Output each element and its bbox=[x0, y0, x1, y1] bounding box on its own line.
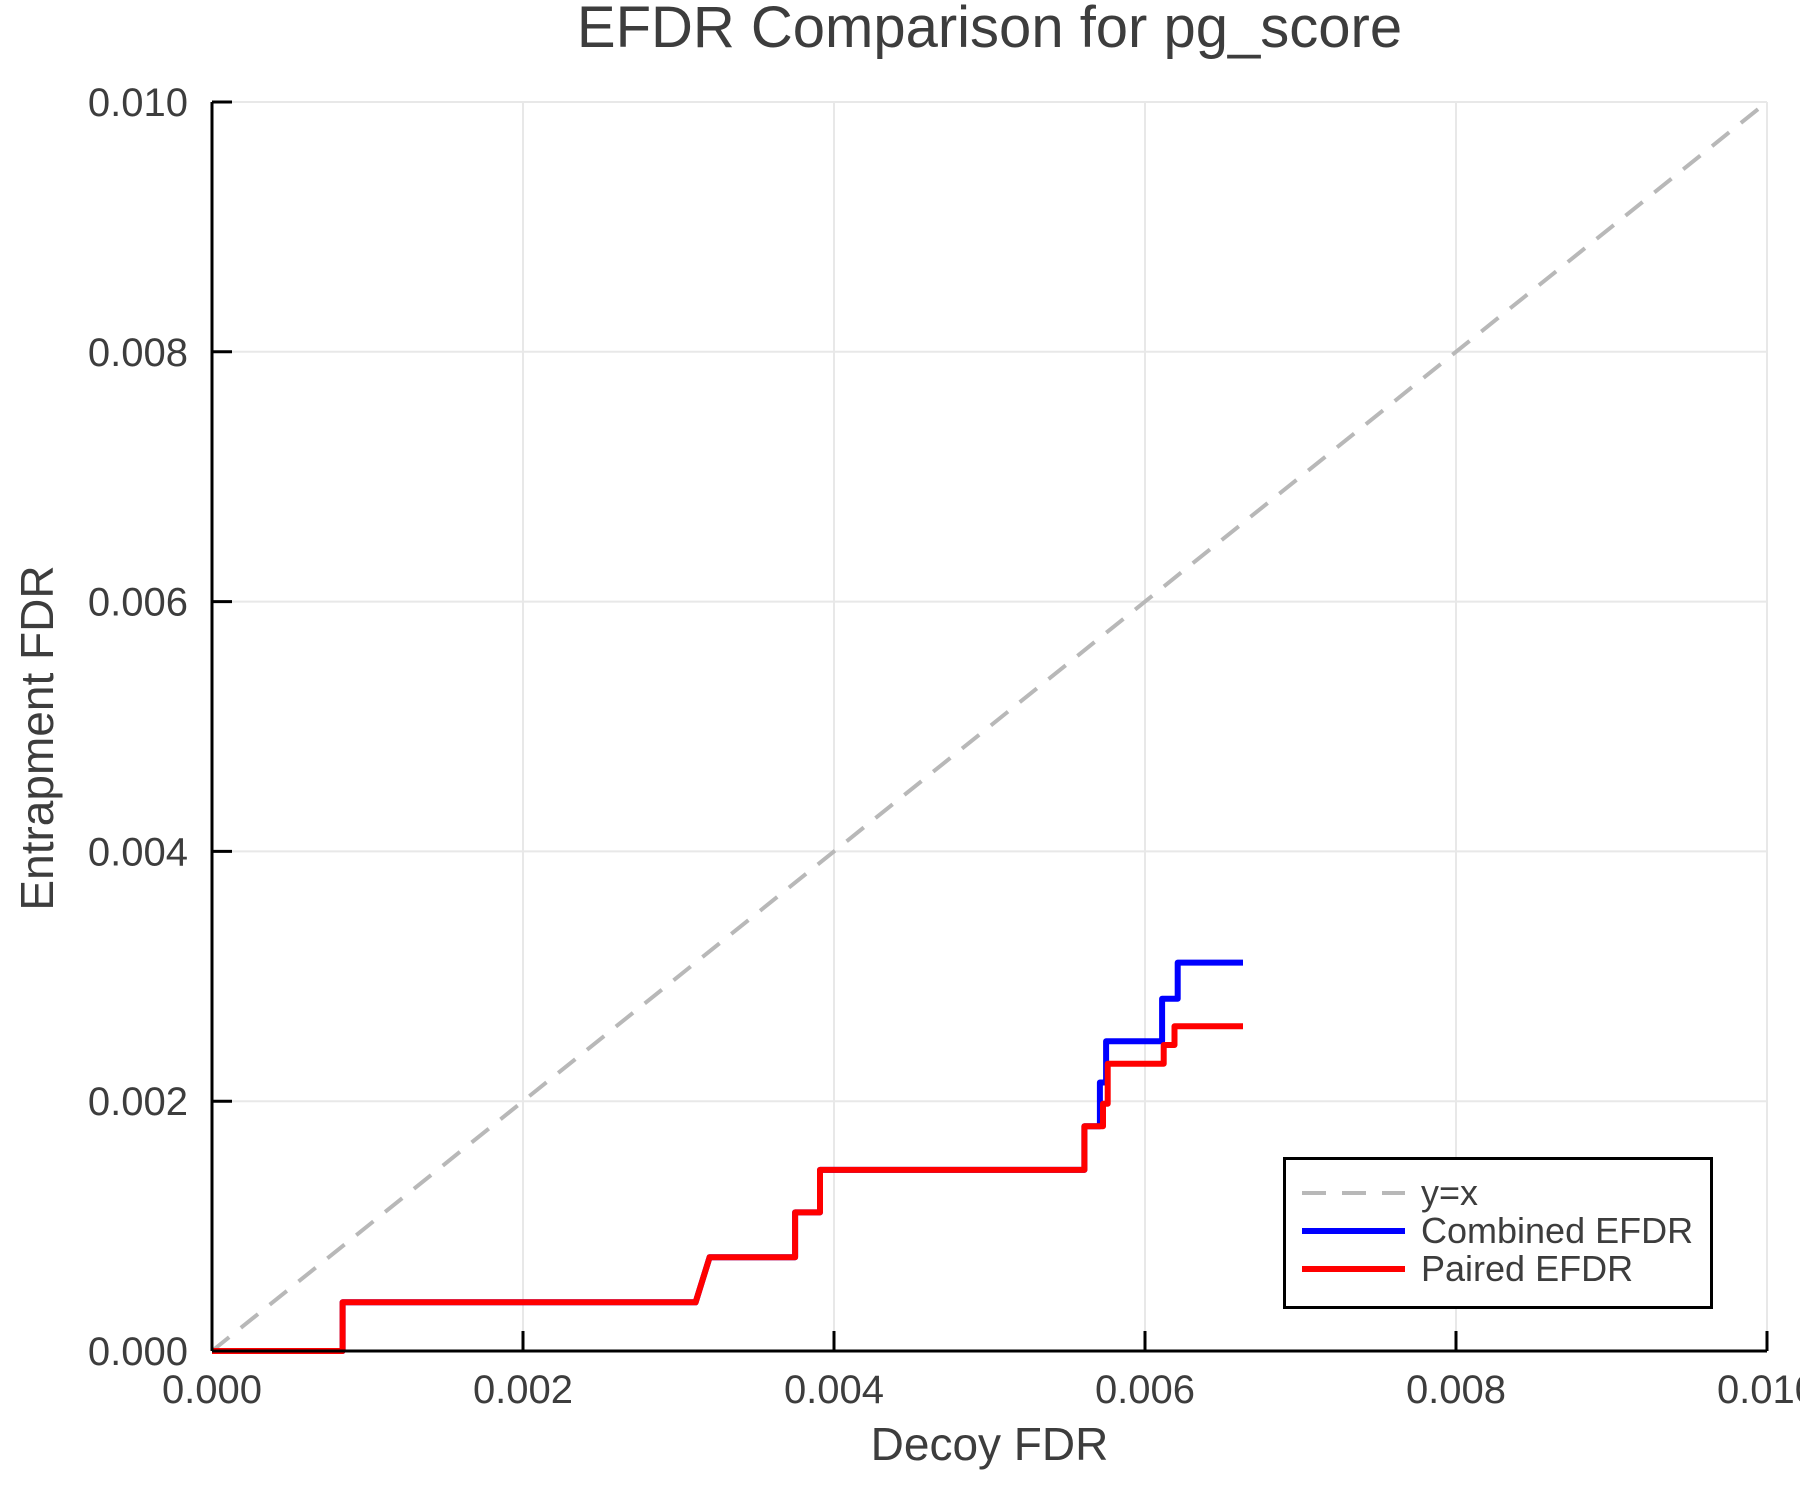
yx-line-sample bbox=[1302, 1191, 1405, 1195]
x-tick-label: 0.006 bbox=[1095, 1368, 1195, 1412]
axes bbox=[210, 102, 1767, 1353]
x-tick-label: 0.004 bbox=[784, 1368, 884, 1412]
y-tick-label: 0.006 bbox=[88, 581, 188, 625]
y-axis-label: Entrapment FDR bbox=[11, 565, 63, 911]
legend: y=x Combined EFDR Paired EFDR bbox=[1283, 1157, 1713, 1309]
y-tick-label: 0.002 bbox=[88, 1080, 188, 1124]
chart-title: EFDR Comparison for pg_score bbox=[576, 0, 1403, 60]
legend-label-combined: Combined EFDR bbox=[1421, 1210, 1694, 1251]
combined-efdr-line bbox=[212, 959, 1243, 1354]
series-lines bbox=[210, 100, 1769, 1354]
x-tick-label: 0.008 bbox=[1406, 1368, 1506, 1412]
x-tick-label: 0.002 bbox=[473, 1368, 573, 1412]
x-tick-label: 0.000 bbox=[162, 1368, 262, 1412]
tick-marks bbox=[210, 100, 1769, 1353]
paired-efdr-line-sample bbox=[1302, 1266, 1405, 1272]
combined-efdr-line-sample bbox=[1302, 1228, 1405, 1234]
y-tick-label: 0.000 bbox=[88, 1330, 188, 1374]
gridlines bbox=[212, 101, 1768, 1351]
legend-label-yx: y=x bbox=[1421, 1172, 1479, 1213]
paired-efdr-line bbox=[212, 1023, 1243, 1354]
x-axis-label: Decoy FDR bbox=[870, 1418, 1109, 1470]
tick-labels: 0.000 0.002 0.004 0.006 0.008 0.010 0.000 0.002… bbox=[88, 81, 1800, 1412]
y-tick-label: 0.010 bbox=[88, 81, 188, 125]
y-tick-label: 0.008 bbox=[88, 331, 188, 375]
legend-row-paired: Paired EFDR bbox=[1300, 1250, 1710, 1288]
legend-label-paired: Paired EFDR bbox=[1421, 1248, 1634, 1289]
y-tick-label: 0.004 bbox=[88, 830, 188, 874]
legend-row-yx: y=x bbox=[1300, 1174, 1710, 1212]
x-tick-label: 0.010 bbox=[1717, 1368, 1800, 1412]
legend-row-combined: Combined EFDR bbox=[1300, 1212, 1710, 1250]
